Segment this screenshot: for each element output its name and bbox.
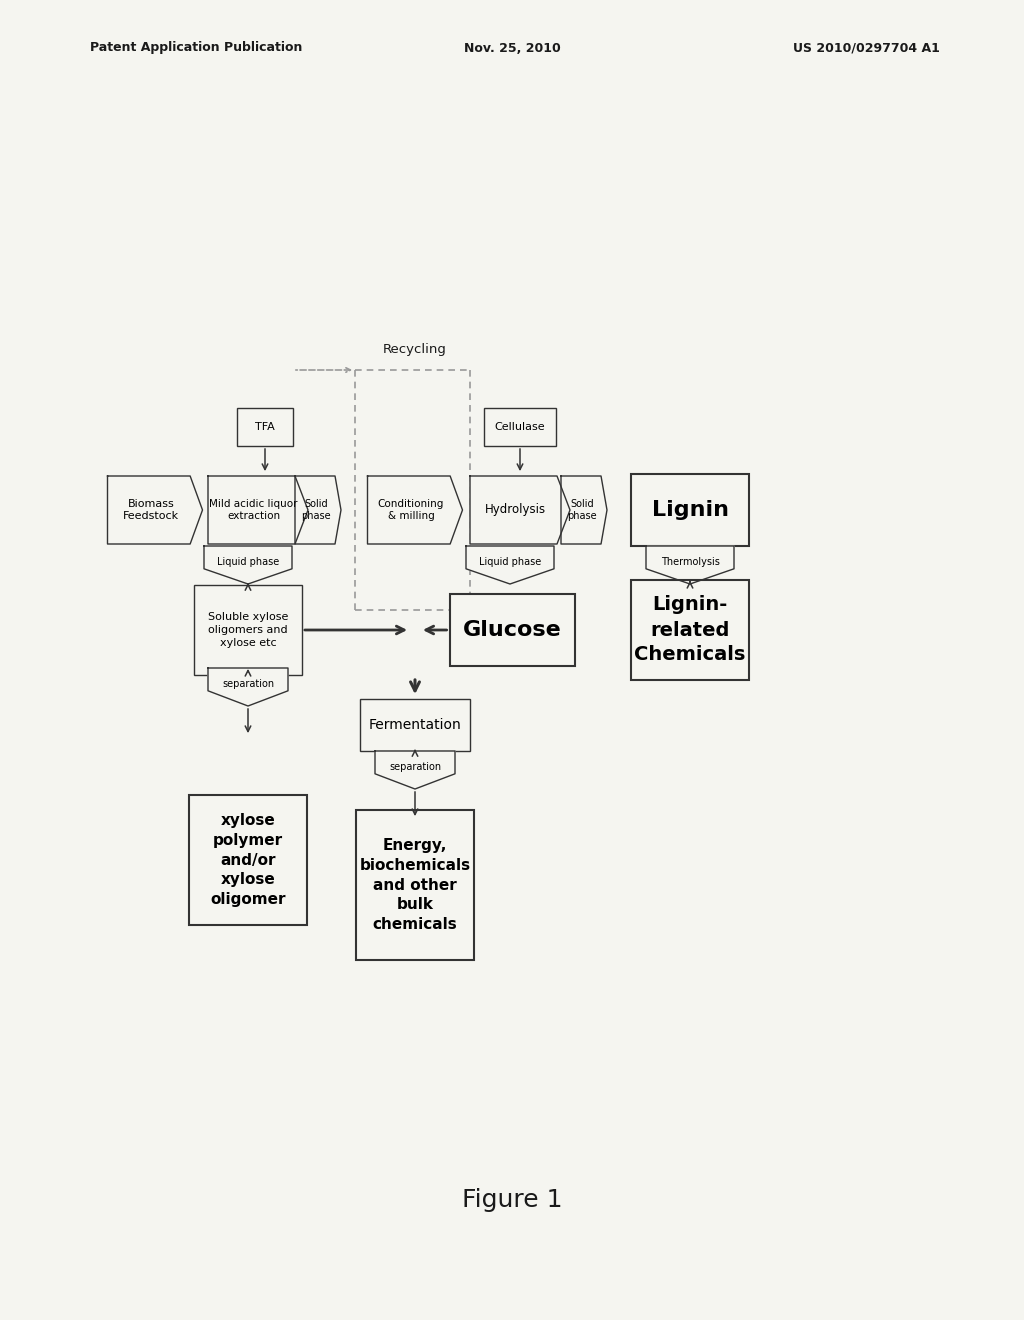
Text: Nov. 25, 2010: Nov. 25, 2010 [464, 41, 560, 54]
Polygon shape [204, 546, 292, 583]
Text: Hydrolysis: Hydrolysis [485, 503, 546, 516]
Text: Solid
phase: Solid phase [567, 499, 597, 521]
Text: separation: separation [222, 678, 274, 689]
Text: Mild acidic liquor
extraction: Mild acidic liquor extraction [210, 499, 298, 521]
Polygon shape [295, 477, 341, 544]
Text: Lignin: Lignin [651, 500, 728, 520]
Text: Liquid phase: Liquid phase [217, 557, 280, 568]
Text: TFA: TFA [255, 422, 274, 432]
Text: Figure 1: Figure 1 [462, 1188, 562, 1212]
Polygon shape [561, 477, 607, 544]
Text: Thermolysis: Thermolysis [660, 557, 720, 568]
Bar [237, 408, 293, 446]
Bar [484, 408, 556, 446]
Polygon shape [375, 751, 455, 789]
Bar [356, 810, 474, 960]
Bar [194, 585, 302, 675]
Polygon shape [470, 477, 570, 544]
Text: Soluble xylose
oligomers and
xylose etc: Soluble xylose oligomers and xylose etc [208, 611, 288, 648]
Text: Fermentation: Fermentation [369, 718, 462, 733]
Text: Solid
phase: Solid phase [301, 499, 331, 521]
Bar [631, 474, 749, 546]
Polygon shape [208, 477, 308, 544]
Bar [189, 795, 307, 925]
Text: Glucose: Glucose [463, 620, 561, 640]
Polygon shape [646, 546, 734, 583]
Text: separation: separation [389, 762, 441, 772]
Polygon shape [208, 668, 288, 706]
Bar [450, 594, 574, 667]
Text: Liquid phase: Liquid phase [479, 557, 541, 568]
Text: Energy,
biochemicals
and other
bulk
chemicals: Energy, biochemicals and other bulk chem… [359, 838, 471, 932]
Polygon shape [368, 477, 463, 544]
Text: Recycling: Recycling [383, 343, 446, 356]
Text: US 2010/0297704 A1: US 2010/0297704 A1 [794, 41, 940, 54]
Bar [631, 579, 749, 680]
Text: Cellulase: Cellulase [495, 422, 546, 432]
Text: Biomass
Feedstock: Biomass Feedstock [123, 499, 179, 521]
Bar [360, 700, 470, 751]
Polygon shape [108, 477, 203, 544]
Text: xylose
polymer
and/or
xylose
oligomer: xylose polymer and/or xylose oligomer [210, 813, 286, 907]
Text: Lignin-
related
Chemicals: Lignin- related Chemicals [634, 595, 745, 664]
Text: Conditioning
& milling: Conditioning & milling [378, 499, 444, 521]
Text: Patent Application Publication: Patent Application Publication [90, 41, 302, 54]
Polygon shape [466, 546, 554, 583]
